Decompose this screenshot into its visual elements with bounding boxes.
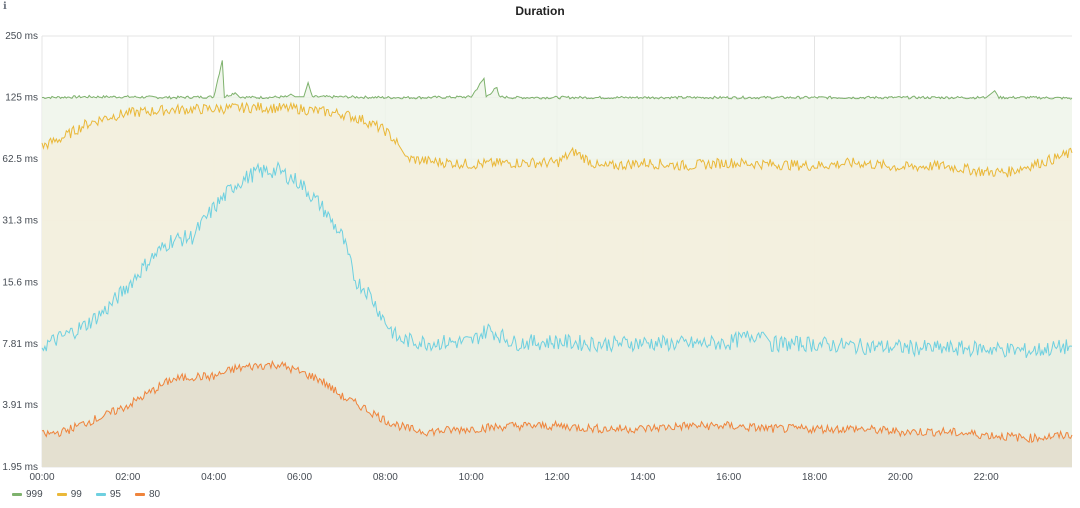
legend-swatch (56, 493, 67, 496)
x-tick-label: 04:00 (201, 472, 226, 483)
series-line-95 (41, 161, 1073, 358)
legend-label: 95 (109, 489, 121, 500)
legend-item-95[interactable]: 95 (95, 489, 121, 500)
legend-item-80[interactable]: 80 (134, 489, 161, 500)
series-line-80 (41, 359, 1073, 444)
x-tick-label: 02:00 (115, 472, 140, 483)
y-tick-label: 62.5 ms (2, 154, 38, 165)
x-tick-label: 08:00 (373, 472, 398, 483)
x-tick-label: 10:00 (459, 472, 484, 483)
y-tick-label: 7.81 ms (2, 339, 38, 350)
legend-swatch (134, 493, 145, 496)
y-tick-label: 125 ms (5, 93, 38, 104)
series-line-999 (41, 60, 1073, 100)
series-line-99 (41, 101, 1073, 178)
y-tick-label: 31.3 ms (2, 216, 38, 227)
legend-label: 99 (70, 489, 82, 500)
info-icon[interactable]: ℹ (3, 1, 7, 12)
x-tick-label: 18:00 (802, 472, 827, 483)
x-tick-label: 06:00 (287, 472, 312, 483)
legend: 999 99 95 80 (12, 489, 160, 500)
legend-swatch (95, 493, 106, 496)
x-tick-label: 14:00 (630, 472, 655, 483)
legend-item-999[interactable]: 999 (12, 489, 43, 500)
y-tick-label: 15.6 ms (2, 277, 38, 288)
legend-swatch (12, 493, 22, 496)
y-tick-label: 1.95 ms (2, 462, 38, 473)
x-tick-label: 12:00 (544, 472, 569, 483)
x-tick-label: 20:00 (888, 472, 913, 483)
x-tick-label: 00:00 (29, 472, 54, 483)
y-tick-label: 250 ms (5, 31, 38, 42)
legend-item-99[interactable]: 99 (56, 489, 82, 500)
x-tick-label: 22:00 (974, 472, 999, 483)
y-tick-label: 3.91 ms (2, 400, 38, 411)
panel-title[interactable]: Duration (515, 4, 565, 18)
x-tick-label: 16:00 (716, 472, 741, 483)
legend-label: 999 (26, 489, 43, 500)
series-area-80 (42, 361, 1072, 467)
legend-label: 80 (148, 489, 161, 500)
